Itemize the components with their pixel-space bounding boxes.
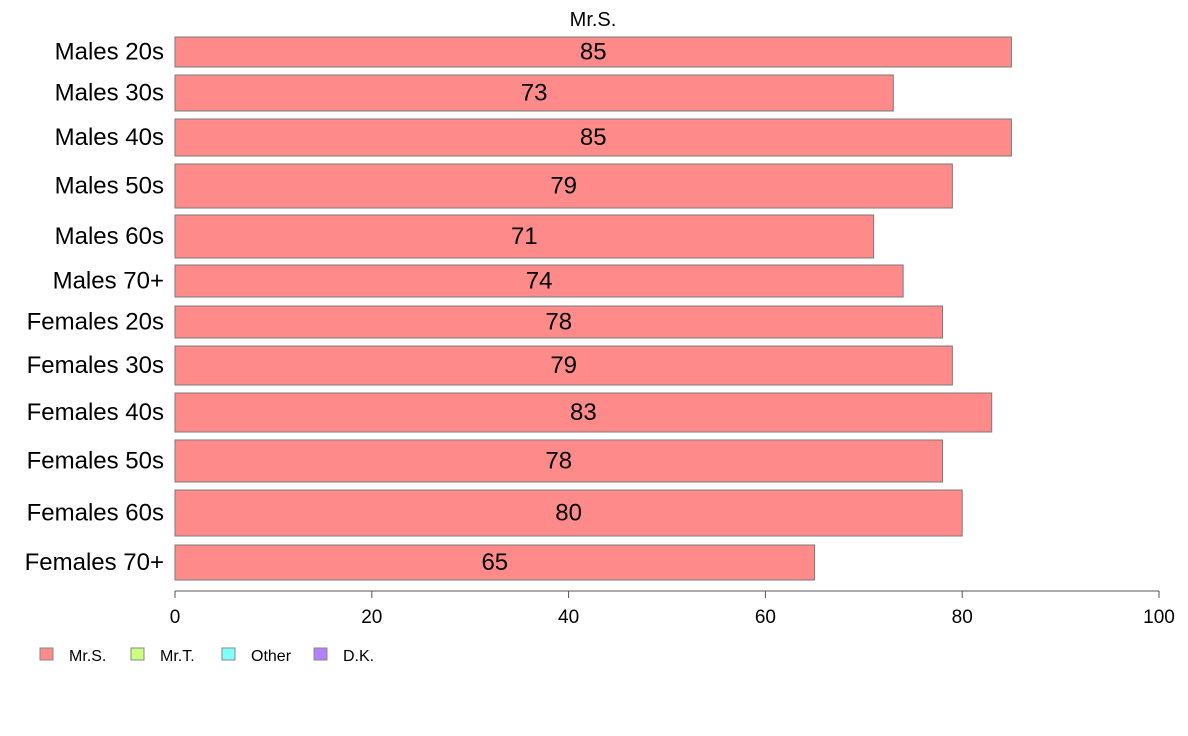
category-label: Males 60s <box>55 223 164 250</box>
bar <box>174 36 1012 68</box>
bar-value-label: 83 <box>570 399 597 426</box>
bar-value-label: 78 <box>545 448 572 475</box>
bar-value-label: 79 <box>550 352 577 379</box>
category-label: Females 50s <box>27 448 164 475</box>
legend-label: Mr.S. <box>69 648 106 665</box>
category-label: Females 20s <box>27 309 164 336</box>
bar-value-label: 71 <box>511 223 538 250</box>
x-tick-label: 60 <box>755 607 776 628</box>
bar <box>174 74 894 112</box>
bar-value-label: 85 <box>580 124 607 151</box>
bar <box>174 264 904 298</box>
x-tick-label: 100 <box>1143 607 1175 628</box>
category-label: Males 30s <box>55 80 164 107</box>
bar-value-label: 74 <box>526 268 553 295</box>
x-tick-label: 0 <box>170 607 181 628</box>
legend-swatch <box>39 647 54 661</box>
bar-value-label: 79 <box>550 173 577 200</box>
bar-value-label: 85 <box>580 39 607 66</box>
bar <box>174 163 953 209</box>
bar <box>174 489 963 537</box>
legend-label: Mr.T. <box>160 648 195 665</box>
bar-value-label: 73 <box>521 80 548 107</box>
x-tick-label: 80 <box>952 607 973 628</box>
bars-group: Males 20s 85 Males 30s 73 Males 40s 85 Males 5… <box>25 36 1012 581</box>
bar-value-label: 65 <box>481 549 508 576</box>
bar-value-label: 78 <box>545 309 572 336</box>
category-label: Males 40s <box>55 124 164 151</box>
category-label: Males 70+ <box>53 268 164 295</box>
legend-swatch <box>221 647 236 661</box>
chart-title: Mr.S. <box>570 9 617 31</box>
bar <box>174 544 816 581</box>
legend-label: D.K. <box>343 648 374 665</box>
x-tick-label: 40 <box>558 607 579 628</box>
category-label: Females 40s <box>27 399 164 426</box>
legend-swatch <box>313 647 328 661</box>
category-label: Females 70+ <box>25 549 164 576</box>
x-tick-label: 20 <box>361 607 382 628</box>
legend: Mr.S. Mr.T. Other D.K. <box>39 647 374 665</box>
bar <box>174 439 944 483</box>
bar <box>174 345 953 386</box>
category-label: Males 20s <box>55 39 164 66</box>
bar <box>174 118 1012 157</box>
bar <box>174 305 944 339</box>
category-label: Males 50s <box>55 173 164 200</box>
legend-swatch <box>130 647 145 661</box>
bar <box>174 214 875 259</box>
category-label: Females 60s <box>27 500 164 527</box>
bar <box>174 392 993 433</box>
bar-value-label: 80 <box>555 500 582 527</box>
x-axis: 0 20 40 60 80 100 <box>170 590 1175 628</box>
legend-label: Other <box>251 648 292 665</box>
category-label: Females 30s <box>27 352 164 379</box>
